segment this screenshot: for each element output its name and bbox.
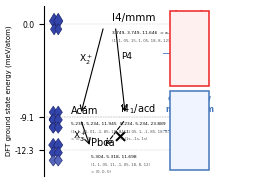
- Text: (1, 1, 05, 11, -1, 05, 18, 8, 12): (1, 1, 05, 11, -1, 05, 18, 8, 12): [91, 163, 150, 167]
- Polygon shape: [54, 114, 62, 126]
- Polygon shape: [54, 146, 62, 159]
- Polygon shape: [54, 138, 63, 152]
- Polygon shape: [49, 114, 57, 126]
- Text: $\mathbf{\times}$: $\mathbf{\times}$: [112, 129, 127, 147]
- Y-axis label: DFT ground state energy (meV/atom): DFT ground state energy (meV/atom): [6, 25, 12, 156]
- Polygon shape: [49, 13, 59, 29]
- Text: Acam: Acam: [71, 105, 98, 115]
- Polygon shape: [49, 120, 57, 133]
- Polygon shape: [49, 138, 58, 152]
- FancyBboxPatch shape: [170, 11, 209, 87]
- Text: 5.304, 5.318, 11.698: 5.304, 5.318, 11.698: [91, 155, 136, 159]
- Text: = (0, 0, 01): = (0, 0, 01): [71, 137, 93, 141]
- Text: corkscrew
mechanism: corkscrew mechanism: [165, 94, 214, 114]
- Text: (1, 1, 85, 01, -1, 85, 18, 8, 12): (1, 1, 85, 01, -1, 85, 18, 8, 12): [71, 130, 130, 134]
- Text: Pbca: Pbca: [91, 138, 114, 148]
- Text: 3.749, 3.749, 11.646  = a, b, c (Å): 3.749, 3.749, 11.646 = a, b, c (Å): [112, 31, 186, 35]
- Text: X$_2^+$: X$_2^+$: [79, 53, 94, 67]
- Polygon shape: [49, 122, 57, 133]
- Text: I4$_1$/acd: I4$_1$/acd: [120, 102, 156, 115]
- FancyBboxPatch shape: [170, 91, 209, 170]
- Text: I4/mmm: I4/mmm: [112, 13, 156, 23]
- Polygon shape: [54, 122, 62, 133]
- Text: (1, 1, 05, 15, 1, 05, 18, 8, 12): (1, 1, 05, 15, 1, 05, 18, 8, 12): [112, 40, 170, 43]
- Polygon shape: [55, 24, 62, 35]
- Polygon shape: [54, 155, 62, 166]
- Text: 5.234, 5.234, 23.889: 5.234, 5.234, 23.889: [120, 122, 166, 126]
- Polygon shape: [54, 106, 62, 118]
- Polygon shape: [51, 24, 58, 35]
- Polygon shape: [49, 106, 57, 118]
- Polygon shape: [49, 146, 57, 159]
- Text: P4: P4: [121, 52, 132, 61]
- Text: X$_3^+$: X$_3^+$: [73, 130, 87, 144]
- Text: = (0, 0, 0): = (0, 0, 0): [91, 170, 110, 174]
- Polygon shape: [49, 155, 57, 166]
- Text: 5.234, 5.234, 11.945: 5.234, 5.234, 11.945: [71, 122, 116, 126]
- Text: dynamic
tilts: dynamic tilts: [171, 10, 208, 30]
- Polygon shape: [54, 13, 63, 29]
- Text: = (1s, -1s, 1s): = (1s, -1s, 1s): [120, 137, 148, 141]
- Text: (1, 1, 05, 1, -1, 85, 18, 8, 21): (1, 1, 05, 1, -1, 85, 18, 8, 21): [120, 130, 177, 134]
- Polygon shape: [49, 113, 57, 125]
- Polygon shape: [49, 113, 57, 125]
